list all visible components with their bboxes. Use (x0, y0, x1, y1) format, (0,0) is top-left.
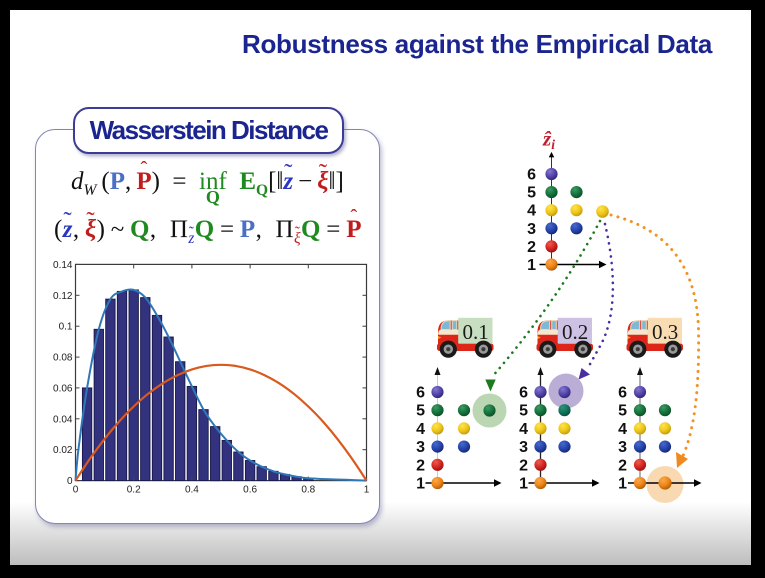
svg-text:0.8: 0.8 (301, 485, 315, 496)
svg-text:6: 6 (527, 167, 536, 184)
svg-text:0.04: 0.04 (53, 414, 73, 425)
svg-text:0.4: 0.4 (185, 485, 199, 496)
svg-text:6: 6 (618, 385, 627, 402)
svg-text:0.1: 0.1 (59, 322, 73, 333)
svg-text:1: 1 (519, 476, 528, 493)
svg-text:4: 4 (618, 421, 627, 438)
svg-text:5: 5 (416, 403, 425, 420)
svg-text:6: 6 (416, 385, 425, 402)
svg-text:5: 5 (618, 403, 627, 420)
svg-text:ẑi: ẑi (542, 127, 555, 153)
svg-text:2: 2 (527, 239, 536, 256)
svg-text:0.02: 0.02 (53, 445, 73, 456)
svg-text:0.2: 0.2 (127, 485, 141, 496)
svg-text:0.14: 0.14 (53, 260, 73, 271)
svg-text:0: 0 (73, 485, 79, 496)
svg-text:1: 1 (618, 476, 627, 493)
svg-text:0.2: 0.2 (562, 320, 588, 344)
svg-text:3: 3 (416, 439, 425, 456)
svg-text:3: 3 (519, 439, 528, 456)
svg-text:0.06: 0.06 (53, 383, 73, 394)
svg-text:4: 4 (527, 203, 536, 220)
svg-text:2: 2 (519, 457, 528, 474)
svg-text:5: 5 (527, 185, 536, 202)
svg-text:1: 1 (527, 257, 536, 274)
svg-text:1: 1 (364, 485, 370, 496)
svg-text:2: 2 (618, 457, 627, 474)
svg-text:0.08: 0.08 (53, 353, 73, 364)
svg-text:0.6: 0.6 (243, 485, 257, 496)
svg-text:0.12: 0.12 (53, 291, 73, 302)
svg-text:0: 0 (67, 476, 73, 487)
svg-text:6: 6 (519, 385, 528, 402)
svg-text:5: 5 (519, 403, 528, 420)
svg-text:0.3: 0.3 (652, 320, 678, 344)
svg-text:0.1: 0.1 (462, 320, 488, 344)
svg-text:1: 1 (416, 476, 425, 493)
svg-text:3: 3 (527, 221, 536, 238)
svg-text:3: 3 (618, 439, 627, 456)
svg-text:4: 4 (519, 421, 528, 438)
svg-text:4: 4 (416, 421, 425, 438)
svg-text:2: 2 (416, 457, 425, 474)
